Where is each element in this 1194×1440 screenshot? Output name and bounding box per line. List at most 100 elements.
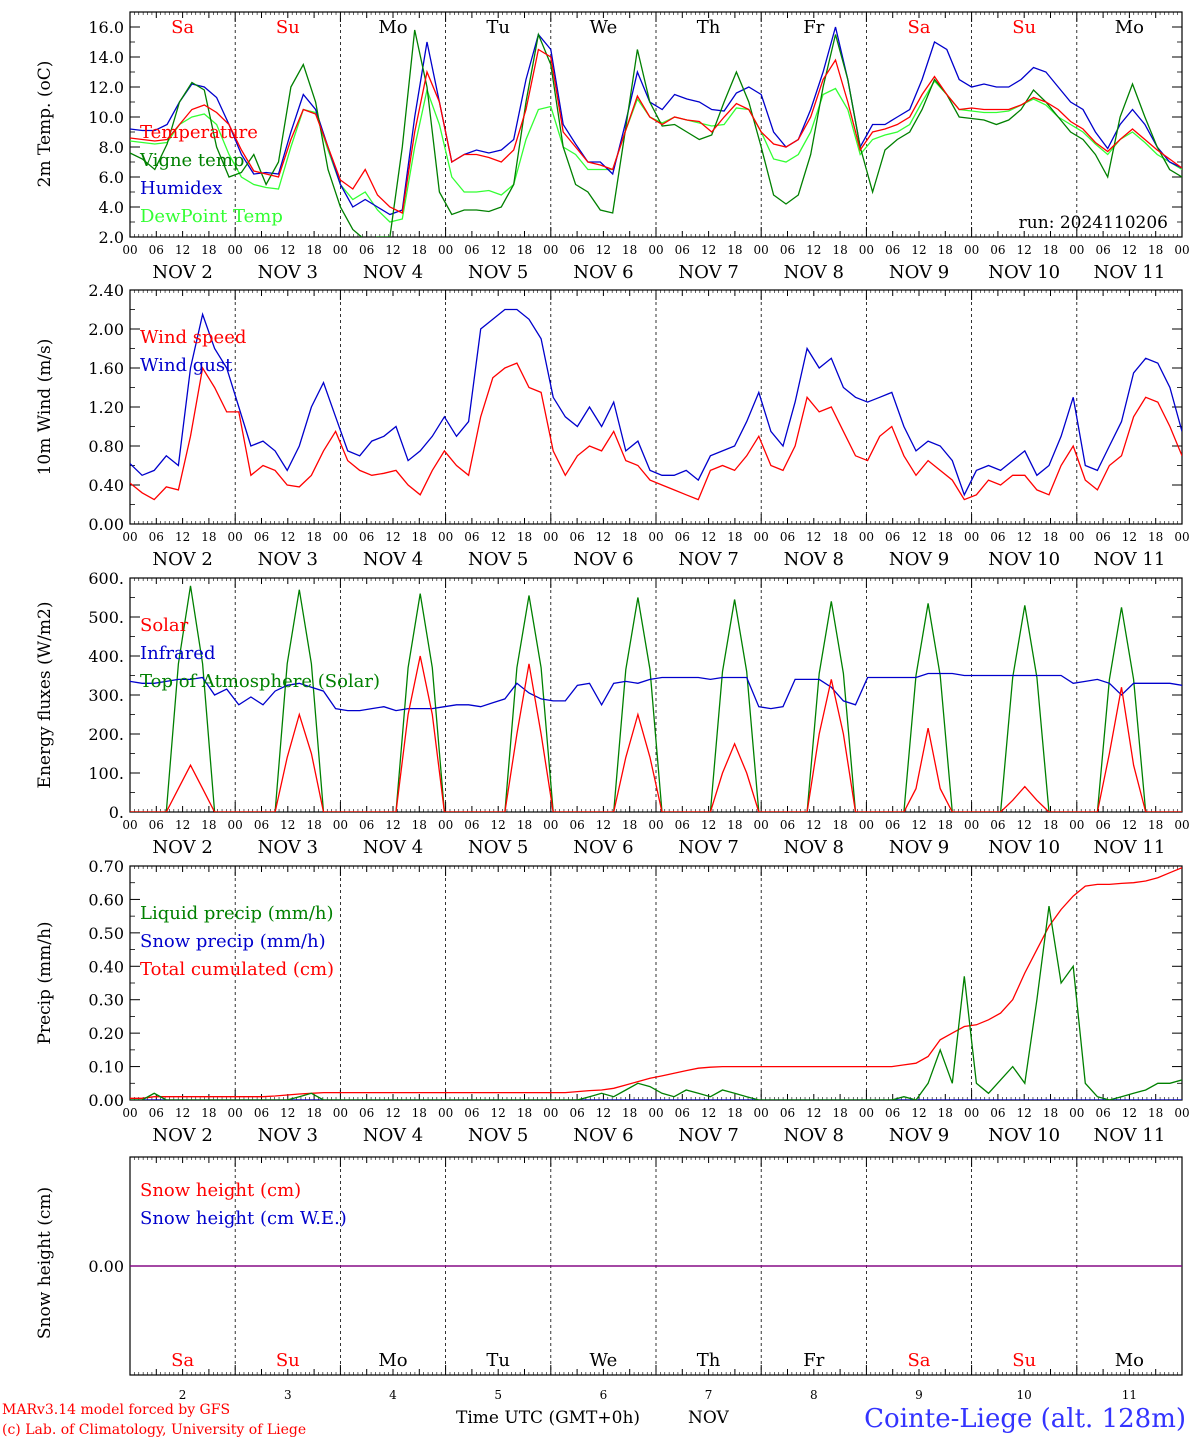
run-label: run: 2024110206 xyxy=(1019,213,1168,233)
day-number-label: 7 xyxy=(705,1388,713,1402)
weekday-label-bottom: Su xyxy=(276,1350,300,1371)
hour-tick-label: 18 xyxy=(832,530,847,544)
hour-tick-label: 18 xyxy=(201,243,216,257)
hour-tick-label: 12 xyxy=(806,1106,821,1120)
hour-tick-label: 18 xyxy=(1148,243,1163,257)
hour-tick-label: 18 xyxy=(1043,818,1058,832)
date-label: NOV 3 xyxy=(258,1125,318,1146)
date-label: NOV 3 xyxy=(258,837,318,858)
hour-tick-label: 12 xyxy=(1122,818,1137,832)
hour-tick-label: 06 xyxy=(464,1106,479,1120)
hour-tick-label: 06 xyxy=(675,530,690,544)
hour-tick-label: 12 xyxy=(491,818,506,832)
hour-tick-label: 00 xyxy=(1174,818,1189,832)
hour-tick-label: 00 xyxy=(438,243,453,257)
date-label: NOV 10 xyxy=(988,549,1060,570)
hour-tick-label: 18 xyxy=(938,243,953,257)
hour-tick-label: 00 xyxy=(543,243,558,257)
date-label: NOV 2 xyxy=(152,1125,212,1146)
day-number-label: 2 xyxy=(179,1388,187,1402)
date-label: NOV 11 xyxy=(1093,837,1165,858)
date-label: NOV 6 xyxy=(573,1125,633,1146)
y-tick-label: 0.70 xyxy=(88,857,124,876)
date-label: NOV 5 xyxy=(468,549,528,570)
hour-tick-label: 12 xyxy=(806,243,821,257)
hour-tick-label: 18 xyxy=(832,243,847,257)
hour-tick-label: 12 xyxy=(596,243,611,257)
hour-tick-label: 00 xyxy=(1069,818,1084,832)
hour-tick-label: 06 xyxy=(990,1106,1005,1120)
date-label: NOV 7 xyxy=(678,262,738,283)
hour-tick-label: 18 xyxy=(1148,1106,1163,1120)
hour-tick-label: 18 xyxy=(412,243,427,257)
hour-tick-label: 18 xyxy=(412,1106,427,1120)
date-label: NOV 8 xyxy=(784,837,844,858)
hour-tick-label: 12 xyxy=(491,530,506,544)
y-tick-label: 0.00 xyxy=(88,1257,124,1276)
y-tick-label: 16.0 xyxy=(88,18,124,37)
hour-tick-label: 06 xyxy=(780,243,795,257)
date-label: NOV 7 xyxy=(678,837,738,858)
hour-tick-label: 00 xyxy=(333,1106,348,1120)
hour-tick-label: 06 xyxy=(254,530,269,544)
legend-entry: Wind speed xyxy=(140,327,246,348)
series-line-0 xyxy=(130,905,1182,1100)
date-label: NOV 2 xyxy=(152,837,212,858)
hour-tick-label: 18 xyxy=(938,1106,953,1120)
y-tick-label: 1.60 xyxy=(88,359,124,378)
hour-tick-label: 12 xyxy=(701,243,716,257)
hour-tick-label: 00 xyxy=(964,1106,979,1120)
legend-entry: Temperature xyxy=(140,122,258,143)
hour-tick-label: 00 xyxy=(859,818,874,832)
hour-tick-label: 18 xyxy=(306,243,321,257)
hour-tick-label: 06 xyxy=(780,530,795,544)
hour-tick-label: 12 xyxy=(1017,243,1032,257)
hour-tick-label: 12 xyxy=(175,530,190,544)
y-tick-label: 6.0 xyxy=(99,168,124,187)
date-label: NOV 10 xyxy=(988,262,1060,283)
day-number-label: 11 xyxy=(1122,1388,1137,1402)
hour-tick-label: 12 xyxy=(701,1106,716,1120)
date-label: NOV 9 xyxy=(889,837,949,858)
date-label: NOV 4 xyxy=(363,549,423,570)
weekday-label-top: Mo xyxy=(378,17,407,38)
hour-tick-label: 12 xyxy=(911,243,926,257)
y-tick-label: 0.10 xyxy=(88,1058,124,1077)
hour-tick-label: 18 xyxy=(1148,818,1163,832)
hour-tick-label: 00 xyxy=(859,243,874,257)
x-axis-month: NOV xyxy=(688,1408,730,1428)
hour-tick-label: 18 xyxy=(938,818,953,832)
date-label: NOV 10 xyxy=(988,837,1060,858)
hour-tick-label: 00 xyxy=(648,243,663,257)
y-tick-label: 300. xyxy=(88,686,124,705)
hour-tick-label: 00 xyxy=(1069,243,1084,257)
hour-tick-label: 12 xyxy=(1122,530,1137,544)
hour-tick-label: 06 xyxy=(1095,530,1110,544)
hour-tick-label: 18 xyxy=(832,818,847,832)
weekday-label-bottom: Th xyxy=(697,1350,721,1371)
hour-tick-label: 18 xyxy=(1043,243,1058,257)
hour-tick-label: 00 xyxy=(122,1106,137,1120)
date-label: NOV 9 xyxy=(889,1125,949,1146)
hour-tick-label: 18 xyxy=(1148,530,1163,544)
hour-tick-label: 00 xyxy=(438,1106,453,1120)
hour-tick-label: 18 xyxy=(622,1106,637,1120)
footer-credit: (c) Lab. of Climatology, University of L… xyxy=(2,1422,306,1438)
legend-entry: Snow height (cm W.E.) xyxy=(140,1208,347,1229)
y-axis-label: Energy fluxes (W/m2) xyxy=(35,602,55,789)
date-label: NOV 9 xyxy=(889,549,949,570)
hour-tick-label: 12 xyxy=(491,1106,506,1120)
hour-tick-label: 06 xyxy=(885,1106,900,1120)
y-tick-label: 100. xyxy=(88,764,124,783)
y-tick-label: 0.40 xyxy=(88,476,124,495)
hour-tick-label: 12 xyxy=(1017,818,1032,832)
hour-tick-label: 00 xyxy=(122,530,137,544)
hour-tick-label: 00 xyxy=(1174,530,1189,544)
hour-tick-label: 12 xyxy=(280,243,295,257)
hour-tick-label: 06 xyxy=(359,243,374,257)
panel-0: 00 06 12 18 00 06 12 18 00 06 12 18 00 06 12 18 00 06 12 18… xyxy=(35,11,1190,283)
hour-tick-label: 00 xyxy=(438,530,453,544)
x-axis-label: Time UTC (GMT+0h) xyxy=(456,1408,640,1428)
hour-tick-label: 00 xyxy=(1069,1106,1084,1120)
